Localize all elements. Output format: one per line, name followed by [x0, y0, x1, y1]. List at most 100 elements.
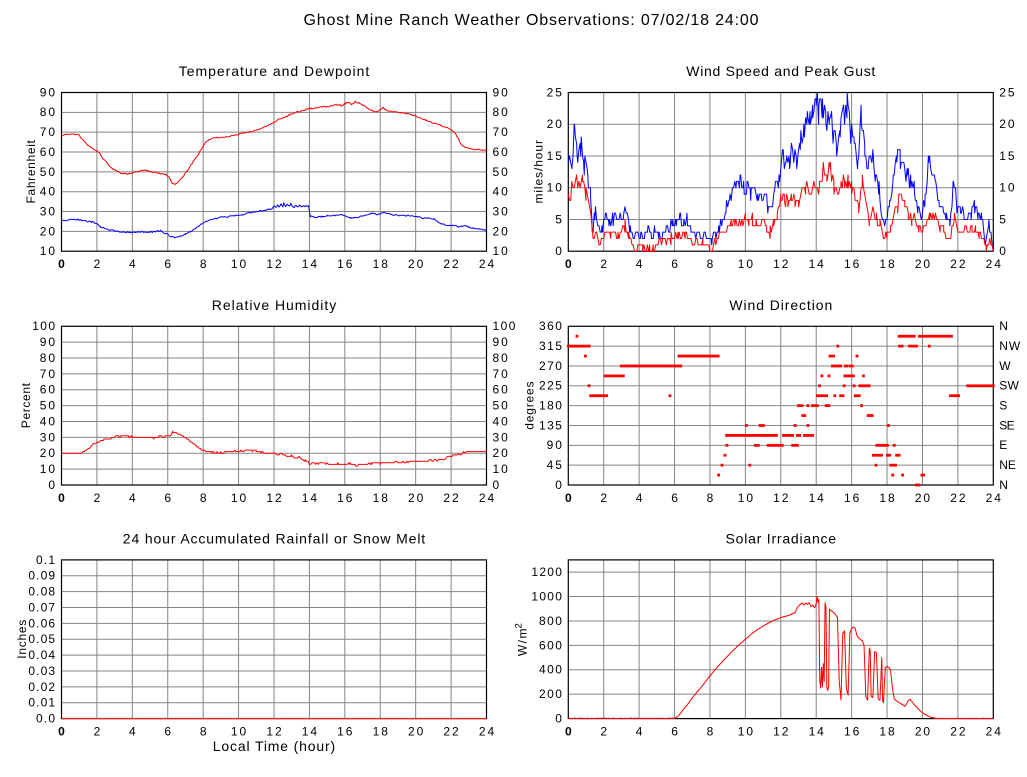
svg-text:200: 200: [539, 687, 562, 701]
svg-text:22: 22: [443, 491, 459, 505]
svg-text:8: 8: [707, 724, 714, 738]
svg-text:Wind Speed and Peak Gust: Wind Speed and Peak Gust: [686, 63, 875, 79]
svg-text:0: 0: [58, 257, 65, 271]
svg-text:20: 20: [40, 446, 56, 460]
svg-text:0: 0: [555, 478, 562, 492]
svg-text:0: 0: [555, 712, 562, 726]
svg-text:24: 24: [986, 724, 1002, 738]
svg-text:0.03: 0.03: [28, 664, 55, 678]
svg-text:Relative Humidity: Relative Humidity: [212, 297, 336, 313]
svg-text:Fahrenheit: Fahrenheit: [24, 139, 38, 203]
svg-text:12: 12: [266, 257, 282, 271]
svg-text:80: 80: [493, 105, 509, 119]
svg-text:0: 0: [493, 478, 500, 492]
svg-text:8: 8: [707, 491, 714, 505]
svg-text:90: 90: [547, 438, 563, 452]
svg-text:10: 10: [547, 181, 563, 195]
svg-text:70: 70: [493, 125, 509, 139]
svg-text:50: 50: [40, 399, 56, 413]
svg-text:24: 24: [479, 724, 495, 738]
svg-text:0: 0: [565, 491, 572, 505]
svg-text:Percent: Percent: [19, 382, 33, 428]
svg-text:90: 90: [40, 85, 56, 99]
svg-text:12: 12: [266, 724, 282, 738]
svg-text:24: 24: [986, 491, 1002, 505]
svg-text:360: 360: [539, 319, 562, 333]
svg-text:14: 14: [302, 491, 318, 505]
svg-text:10: 10: [493, 462, 509, 476]
svg-text:24: 24: [479, 257, 495, 271]
svg-text:0.08: 0.08: [28, 585, 55, 599]
svg-text:2: 2: [94, 491, 101, 505]
svg-text:10: 10: [231, 724, 247, 738]
svg-text:20: 20: [547, 117, 563, 131]
svg-text:80: 80: [40, 351, 56, 365]
svg-text:50: 50: [493, 165, 509, 179]
svg-text:20: 20: [408, 257, 424, 271]
svg-text:W/m: W/m: [516, 629, 530, 657]
svg-text:0: 0: [999, 244, 1006, 258]
svg-text:800: 800: [539, 614, 562, 628]
svg-text:S: S: [999, 399, 1007, 413]
svg-text:0.01: 0.01: [28, 696, 55, 710]
svg-text:22: 22: [950, 257, 966, 271]
svg-text:2: 2: [600, 257, 607, 271]
svg-text:0.0: 0.0: [36, 712, 55, 726]
svg-text:20: 20: [915, 491, 931, 505]
svg-text:0: 0: [58, 491, 65, 505]
svg-text:10: 10: [493, 244, 509, 258]
svg-text:18: 18: [373, 491, 389, 505]
svg-text:20: 20: [999, 117, 1015, 131]
svg-text:50: 50: [493, 399, 509, 413]
svg-text:14: 14: [809, 491, 825, 505]
svg-text:25: 25: [999, 85, 1015, 99]
svg-text:0.06: 0.06: [28, 616, 55, 630]
svg-text:4: 4: [636, 724, 643, 738]
svg-text:100: 100: [32, 319, 55, 333]
svg-text:5: 5: [555, 212, 562, 226]
svg-text:16: 16: [844, 724, 860, 738]
svg-text:Ghost Mine Ranch Weather Obser: Ghost Mine Ranch Weather Observations: 0…: [304, 12, 759, 29]
svg-text:1200: 1200: [531, 565, 562, 579]
svg-text:25: 25: [547, 85, 563, 99]
svg-text:10: 10: [738, 257, 754, 271]
svg-text:60: 60: [493, 145, 509, 159]
svg-text:0.05: 0.05: [28, 632, 55, 646]
svg-text:8: 8: [200, 491, 207, 505]
svg-text:Solar Irradiance: Solar Irradiance: [726, 531, 837, 547]
svg-text:4: 4: [636, 491, 643, 505]
svg-text:miles/hour: miles/hour: [532, 140, 546, 204]
svg-text:45: 45: [547, 458, 563, 472]
svg-text:0.07: 0.07: [28, 600, 55, 614]
svg-text:90: 90: [493, 335, 509, 349]
svg-text:1000: 1000: [531, 589, 562, 603]
svg-text:0: 0: [58, 724, 65, 738]
svg-text:6: 6: [671, 724, 678, 738]
svg-text:18: 18: [879, 491, 895, 505]
svg-text:20: 20: [408, 724, 424, 738]
svg-text:24: 24: [986, 257, 1002, 271]
svg-text:W: W: [999, 359, 1011, 373]
svg-text:50: 50: [40, 165, 56, 179]
svg-text:N: N: [999, 319, 1008, 333]
svg-text:270: 270: [539, 359, 562, 373]
svg-text:70: 70: [493, 367, 509, 381]
svg-text:24: 24: [479, 491, 495, 505]
svg-text:70: 70: [40, 367, 56, 381]
svg-text:8: 8: [707, 257, 714, 271]
svg-text:N: N: [999, 478, 1008, 492]
svg-text:0: 0: [555, 244, 562, 258]
svg-text:2: 2: [600, 724, 607, 738]
svg-text:18: 18: [373, 257, 389, 271]
svg-text:12: 12: [773, 724, 789, 738]
svg-text:Wind Direction: Wind Direction: [729, 297, 832, 313]
svg-text:18: 18: [373, 724, 389, 738]
svg-text:225: 225: [539, 379, 562, 393]
svg-text:40: 40: [493, 185, 509, 199]
svg-text:SE: SE: [999, 418, 1014, 432]
svg-text:0: 0: [565, 724, 572, 738]
svg-text:NW: NW: [999, 339, 1021, 353]
svg-text:0.02: 0.02: [28, 680, 55, 694]
svg-text:90: 90: [493, 85, 509, 99]
svg-text:12: 12: [773, 491, 789, 505]
